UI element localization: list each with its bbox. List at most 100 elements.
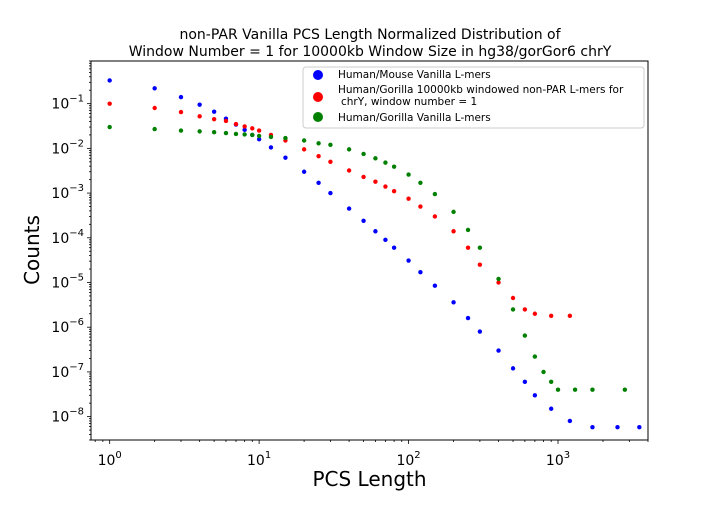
data-point <box>406 172 411 177</box>
data-point <box>283 155 288 160</box>
data-point <box>346 206 352 211</box>
y-tick-label: 10−6 <box>51 317 84 336</box>
data-point <box>373 179 378 184</box>
x-tick-label: 100 <box>98 450 122 469</box>
data-point <box>391 245 397 250</box>
data-point <box>107 101 112 106</box>
data-point <box>152 86 157 91</box>
data-point <box>541 369 546 375</box>
data-point <box>178 109 184 115</box>
data-point <box>590 387 595 392</box>
data-point <box>622 387 628 392</box>
x-axis: 100 101 102 103 <box>94 440 649 469</box>
legend: Human/Mouse Vanilla L-mers Human/Gorilla … <box>302 66 645 129</box>
data-point <box>316 180 321 185</box>
data-point <box>522 379 528 385</box>
y-tick-label: 10−4 <box>51 228 84 247</box>
legend-marker <box>313 70 323 80</box>
data-point <box>107 78 112 83</box>
data-point <box>361 151 366 157</box>
legend-items: Human/Mouse Vanilla L-mers Human/Gorilla … <box>313 69 624 124</box>
data-point <box>233 121 239 127</box>
data-point <box>242 127 247 133</box>
data-point <box>477 245 483 250</box>
data-point <box>383 184 388 189</box>
data-point <box>197 114 202 119</box>
data-point <box>328 190 333 196</box>
data-point <box>316 153 321 159</box>
data-point <box>211 109 217 114</box>
data-point <box>567 418 573 424</box>
data-point <box>152 105 157 111</box>
data-point <box>477 262 483 267</box>
data-point <box>465 315 471 321</box>
series-3 <box>107 124 628 392</box>
legend-marker <box>313 92 323 102</box>
data-point <box>301 147 307 152</box>
data-point <box>383 160 388 165</box>
data-point <box>532 393 538 398</box>
legend-box <box>302 66 645 129</box>
data-point <box>418 180 423 185</box>
data-point <box>346 147 352 152</box>
legend-label: Human/Gorilla 10000kb windowed non-PAR L… <box>338 84 624 108</box>
x-tick-label: 101 <box>247 450 271 469</box>
data-point <box>510 307 516 312</box>
legend-label: Human/Mouse Vanilla L-mers <box>338 69 491 81</box>
data-point <box>197 102 202 107</box>
data-point <box>391 189 397 194</box>
data-point <box>406 258 411 263</box>
data-point <box>223 130 229 136</box>
y-tick-label: 10−3 <box>51 183 84 202</box>
data-point <box>451 209 456 215</box>
data-point <box>522 333 528 338</box>
data-point <box>361 174 366 180</box>
data-point <box>250 126 255 131</box>
data-point <box>477 329 483 334</box>
y-tick-label: 10−7 <box>51 362 84 381</box>
data-point <box>465 245 471 250</box>
data-point <box>532 354 538 359</box>
data-point <box>522 307 528 312</box>
data-point <box>242 124 247 129</box>
data-point <box>432 283 438 288</box>
data-point <box>256 137 262 142</box>
data-point <box>432 191 438 197</box>
data-point <box>328 142 333 148</box>
y-axis-label: Counts <box>20 215 44 285</box>
data-point <box>107 124 112 130</box>
data-point <box>301 138 307 143</box>
y-tick-label: 10−5 <box>51 272 84 291</box>
data-point <box>328 159 333 165</box>
data-point <box>590 425 595 430</box>
y-tick-label: 10−2 <box>51 138 84 157</box>
data-point <box>496 276 501 282</box>
y-tick-label: 10−1 <box>51 94 84 113</box>
data-point <box>316 141 321 146</box>
data-point <box>256 128 262 133</box>
data-point <box>211 116 217 122</box>
data-point <box>197 129 202 134</box>
data-point <box>211 130 217 135</box>
data-point <box>548 406 554 411</box>
data-point <box>510 366 516 371</box>
data-point <box>451 229 456 234</box>
series-1 <box>107 78 642 430</box>
data-point <box>152 126 157 132</box>
data-point <box>301 169 307 174</box>
data-point <box>555 387 561 392</box>
data-point <box>465 227 471 233</box>
data-point <box>418 204 423 209</box>
y-tick-label: 10−8 <box>51 407 84 426</box>
data-point <box>510 295 516 301</box>
chart-title-line-1: non-PAR Vanilla PCS Length Normalized Di… <box>179 27 561 43</box>
data-point <box>418 269 423 275</box>
data-point <box>373 229 378 234</box>
data-point <box>250 132 255 138</box>
data-points <box>107 78 642 430</box>
data-point <box>383 237 388 243</box>
data-point <box>178 128 184 133</box>
data-point <box>567 313 573 318</box>
data-point <box>637 425 642 430</box>
